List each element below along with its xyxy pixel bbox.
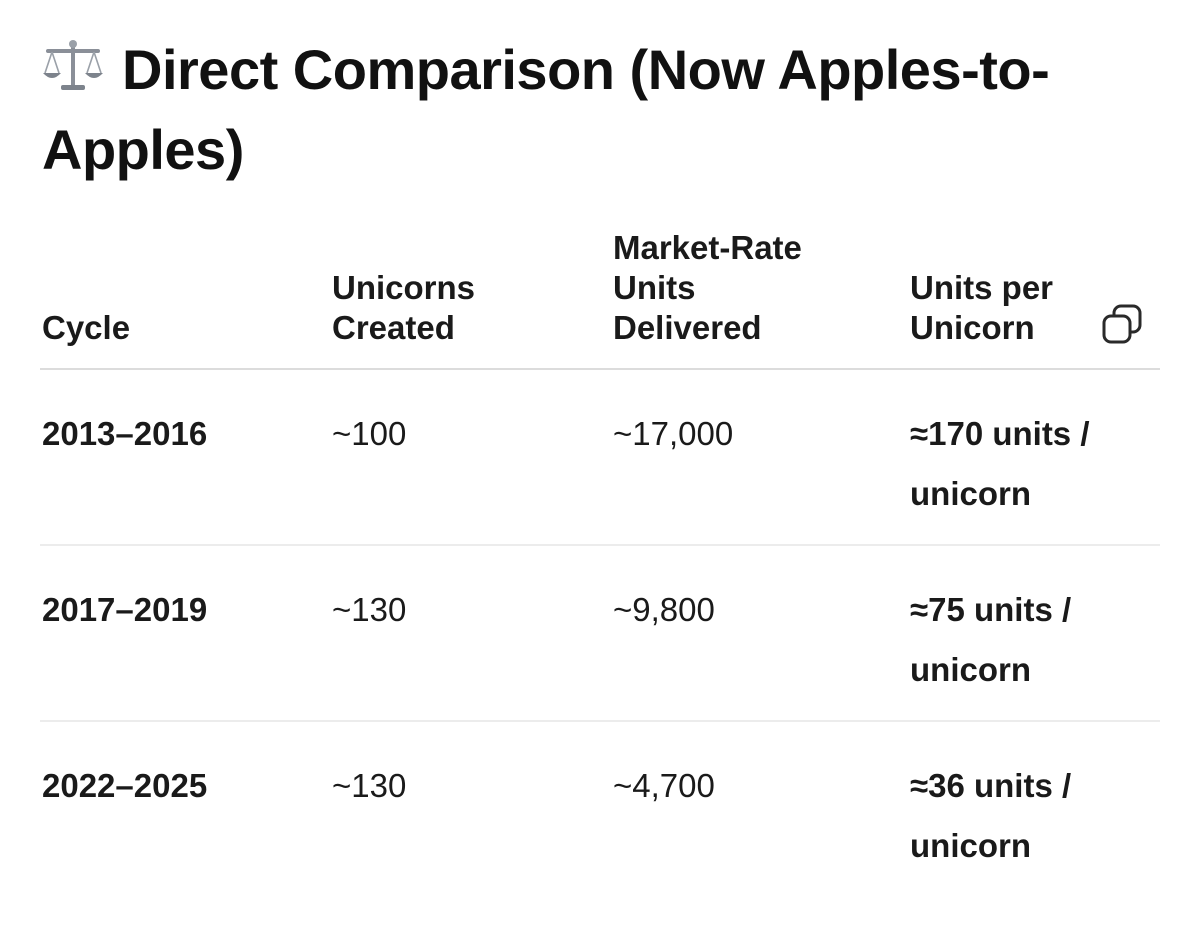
column-header-market-rate-units: Market-Rate Units Delivered: [613, 229, 802, 346]
cell-cycle: 2013–2016: [42, 415, 208, 452]
column-header-units-per-unicorn: Units per Unicorn: [910, 269, 1054, 346]
cell-units: ~9,800: [613, 591, 715, 628]
cell-units-per-unicorn: ≈75 units / unicorn: [910, 591, 1072, 688]
cell-unicorns: ~130: [332, 767, 407, 804]
page-title: Direct Comparison (Now Apples-to-Apples): [42, 30, 1142, 190]
comparison-table: Cycle Unicorns Created Market-Rate Units…: [40, 218, 1160, 896]
column-header-unicorns-created: Unicorns Created: [332, 269, 476, 346]
cell-units: ~17,000: [613, 415, 734, 452]
cell-cycle: 2017–2019: [42, 591, 208, 628]
table-row: 2013–2016 ~100 ~17,000 ≈170 units / unic…: [40, 370, 1160, 546]
table-header: Cycle Unicorns Created Market-Rate Units…: [40, 218, 1160, 370]
cell-unicorns: ~130: [332, 591, 407, 628]
page-title-text: Direct Comparison (Now Apples-to-Apples): [42, 38, 1050, 181]
cell-unicorns: ~100: [332, 415, 407, 452]
table-row: 2017–2019 ~130 ~9,800 ≈75 units / unicor…: [40, 546, 1160, 722]
cell-units-per-unicorn: ≈170 units / unicorn: [910, 415, 1090, 512]
copy-icon: [1102, 304, 1142, 344]
cell-cycle: 2022–2025: [42, 767, 208, 804]
copy-table-button[interactable]: [1098, 300, 1146, 348]
cell-units-per-unicorn: ≈36 units / unicorn: [910, 767, 1072, 864]
cell-units: ~4,700: [613, 767, 715, 804]
table-row: 2022–2025 ~130 ~4,700 ≈36 units / unicor…: [40, 722, 1160, 896]
balance-scale-icon: [42, 36, 104, 94]
column-header-cycle: Cycle: [42, 309, 131, 346]
